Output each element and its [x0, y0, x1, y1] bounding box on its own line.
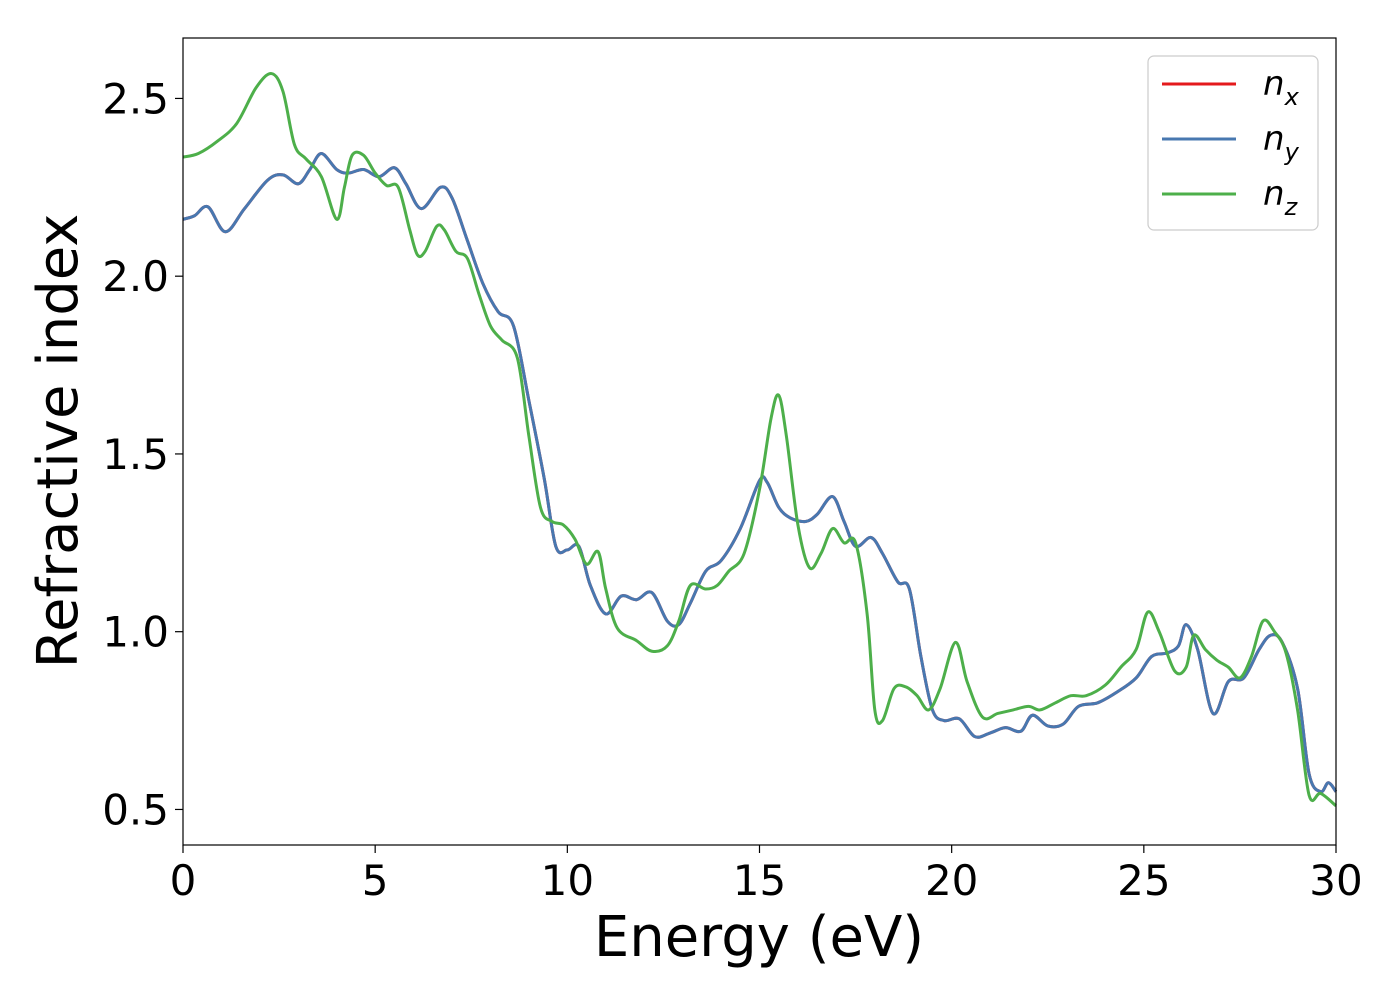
x-tick-label: 0 [170, 856, 197, 905]
legend: nx ny nz [1147, 55, 1319, 231]
x-axis-label: Energy (eV) [594, 905, 924, 970]
x-tick-label: 30 [1309, 856, 1362, 905]
legend-label-ny: ny [1263, 119, 1300, 166]
x-tick-label: 15 [733, 856, 786, 905]
y-tick-label: 0.5 [102, 785, 169, 834]
x-tick-label: 5 [362, 856, 389, 905]
x-axis-ticks: 0 5 10 15 20 25 30 [170, 845, 1363, 905]
series-line-nz [182, 72, 1337, 808]
y-axis-ticks: 0.5 1.0 1.5 2.0 2.5 [102, 74, 183, 834]
x-tick-label: 25 [1117, 856, 1170, 905]
x-tick-label: 10 [541, 856, 594, 905]
legend-label-nx: nx [1263, 64, 1300, 111]
y-tick-label: 2.0 [102, 252, 169, 301]
legend-label-nz: nz [1263, 174, 1299, 221]
legend-box [1147, 55, 1319, 231]
y-tick-label: 2.5 [102, 74, 169, 123]
x-tick-label: 20 [925, 856, 978, 905]
y-tick-label: 1.5 [102, 430, 169, 479]
series-lines [182, 72, 1338, 808]
series-line-nx [182, 152, 1338, 794]
y-axis-label: Refractive index [26, 214, 91, 669]
series-line-ny [182, 152, 1338, 794]
y-tick-label: 1.0 [102, 608, 169, 657]
